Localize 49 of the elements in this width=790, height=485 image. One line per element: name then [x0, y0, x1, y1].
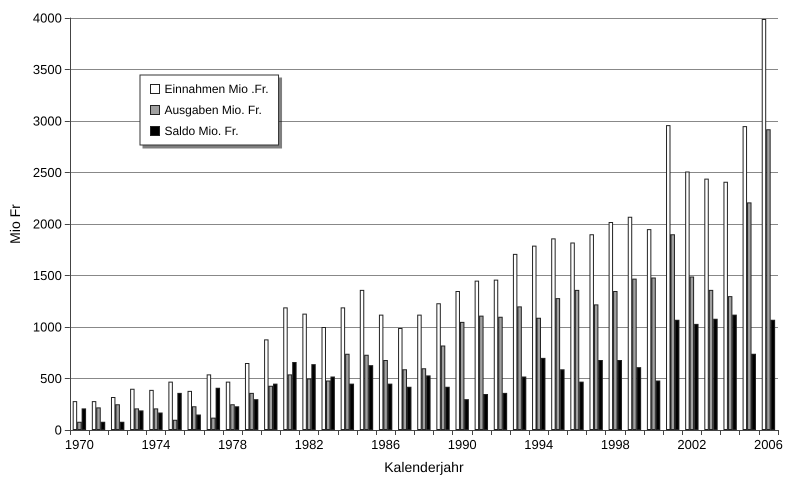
y-tick-label: 2000 [32, 216, 62, 232]
bar [628, 216, 632, 430]
bar [685, 171, 690, 430]
y-tick-label: 2500 [32, 165, 62, 180]
x-tick-label: 2002 [677, 437, 706, 452]
bar [494, 280, 498, 430]
bar [130, 388, 135, 430]
bar [234, 406, 240, 430]
y-tick-label: 3000 [32, 114, 62, 128]
bar [264, 339, 269, 430]
x-tick-label: 1994 [524, 437, 554, 452]
bar [330, 376, 335, 430]
x-tick-label: 1986 [371, 437, 400, 452]
bar [742, 126, 748, 430]
legend-label: Saldo Mio. Fr. [164, 124, 239, 138]
x-tick-label: 1970 [64, 437, 94, 452]
bar [417, 314, 422, 430]
x-axis-title: Kalenderjahr [384, 459, 464, 475]
y-tick-label: 0 [54, 422, 62, 438]
bar [149, 390, 154, 430]
bar [532, 246, 537, 430]
bar [704, 178, 709, 430]
bar [608, 222, 614, 430]
x-tick-label: 1978 [218, 437, 247, 452]
bar [311, 364, 316, 430]
y-tick-label: 1000 [32, 320, 62, 334]
y-axis-title: Mio Fr [7, 204, 23, 244]
bar [72, 401, 78, 430]
x-tick-label: 1982 [294, 437, 324, 452]
x-tick-label: 2006 [754, 437, 783, 452]
bar [360, 290, 364, 430]
legend-label: Einnahmen Mio .Fr. [164, 82, 269, 96]
x-tick-label: 1998 [600, 437, 630, 452]
x-tick-label: 1990 [448, 437, 477, 452]
bar [551, 238, 556, 430]
bar [398, 328, 403, 430]
bar [283, 307, 288, 430]
y-tick-label: 1500 [32, 268, 62, 283]
y-tick-label: 500 [40, 371, 62, 386]
x-tick-label: 1974 [141, 437, 170, 452]
bar [340, 307, 346, 430]
y-tick-label: 3500 [32, 62, 62, 77]
bar [226, 382, 230, 430]
bar [177, 392, 182, 430]
bar [762, 19, 766, 430]
bar [206, 374, 212, 430]
legend-label: Ausgaben Mio. Fr. [164, 103, 262, 117]
y-tick-label: 4000 [32, 10, 62, 26]
bar [474, 280, 480, 430]
